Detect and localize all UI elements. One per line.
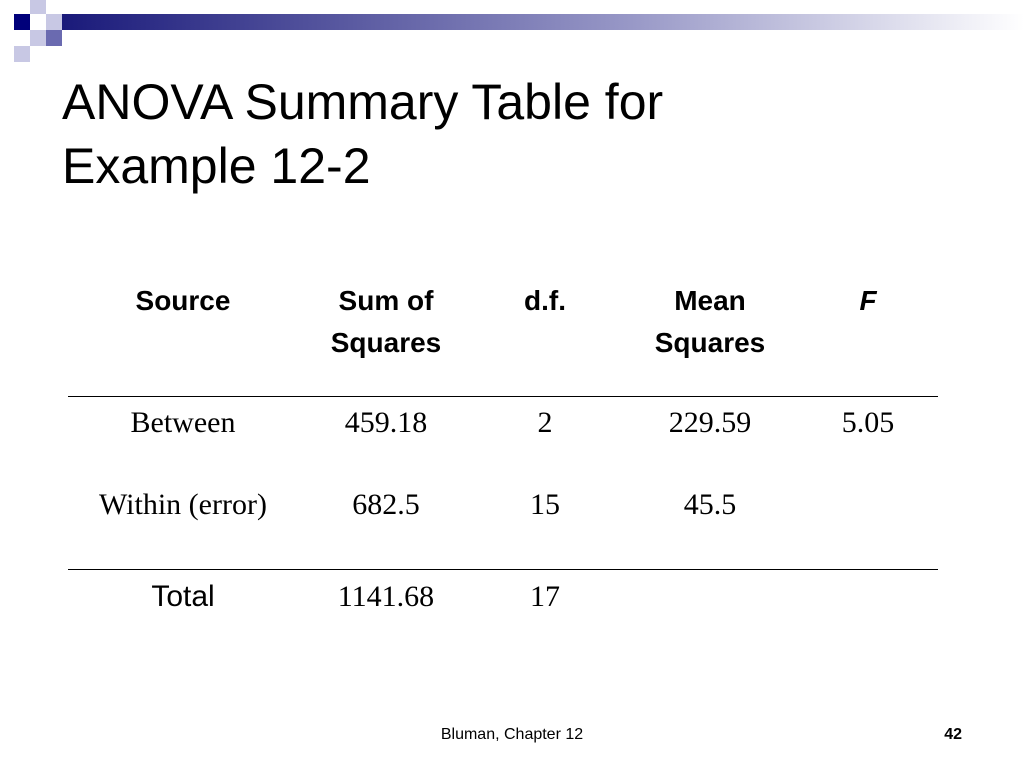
table-cell: 229.59: [668, 406, 752, 439]
page-number: 42: [944, 726, 962, 743]
row-label: Within (error): [99, 488, 267, 521]
column-header: d.f.: [524, 285, 566, 316]
column-header: Mean Squares: [654, 285, 766, 358]
decoration: [14, 0, 1024, 62]
table-cell: 45.5: [683, 488, 737, 521]
table-cell: 15: [530, 488, 560, 521]
column-header: Sum of Squares: [330, 285, 442, 358]
slide-title: ANOVA Summary Table for Example 12-2: [62, 74, 664, 194]
column-header: Source: [135, 285, 231, 316]
row-label: Between: [130, 406, 236, 439]
table-cell: 2: [537, 406, 553, 439]
table-cell: 459.18: [344, 406, 428, 439]
table-cell: 682.5: [352, 488, 420, 521]
footer: Bluman, Chapter 12: [440, 726, 584, 743]
table-rule: [68, 569, 938, 570]
column-header: F: [859, 285, 877, 316]
table-cell: 17: [530, 580, 560, 613]
table-cell: 1141.68: [337, 580, 435, 613]
table-cell: 5.05: [841, 406, 895, 439]
row-label: Total: [151, 580, 215, 613]
table-rule: [68, 396, 938, 397]
